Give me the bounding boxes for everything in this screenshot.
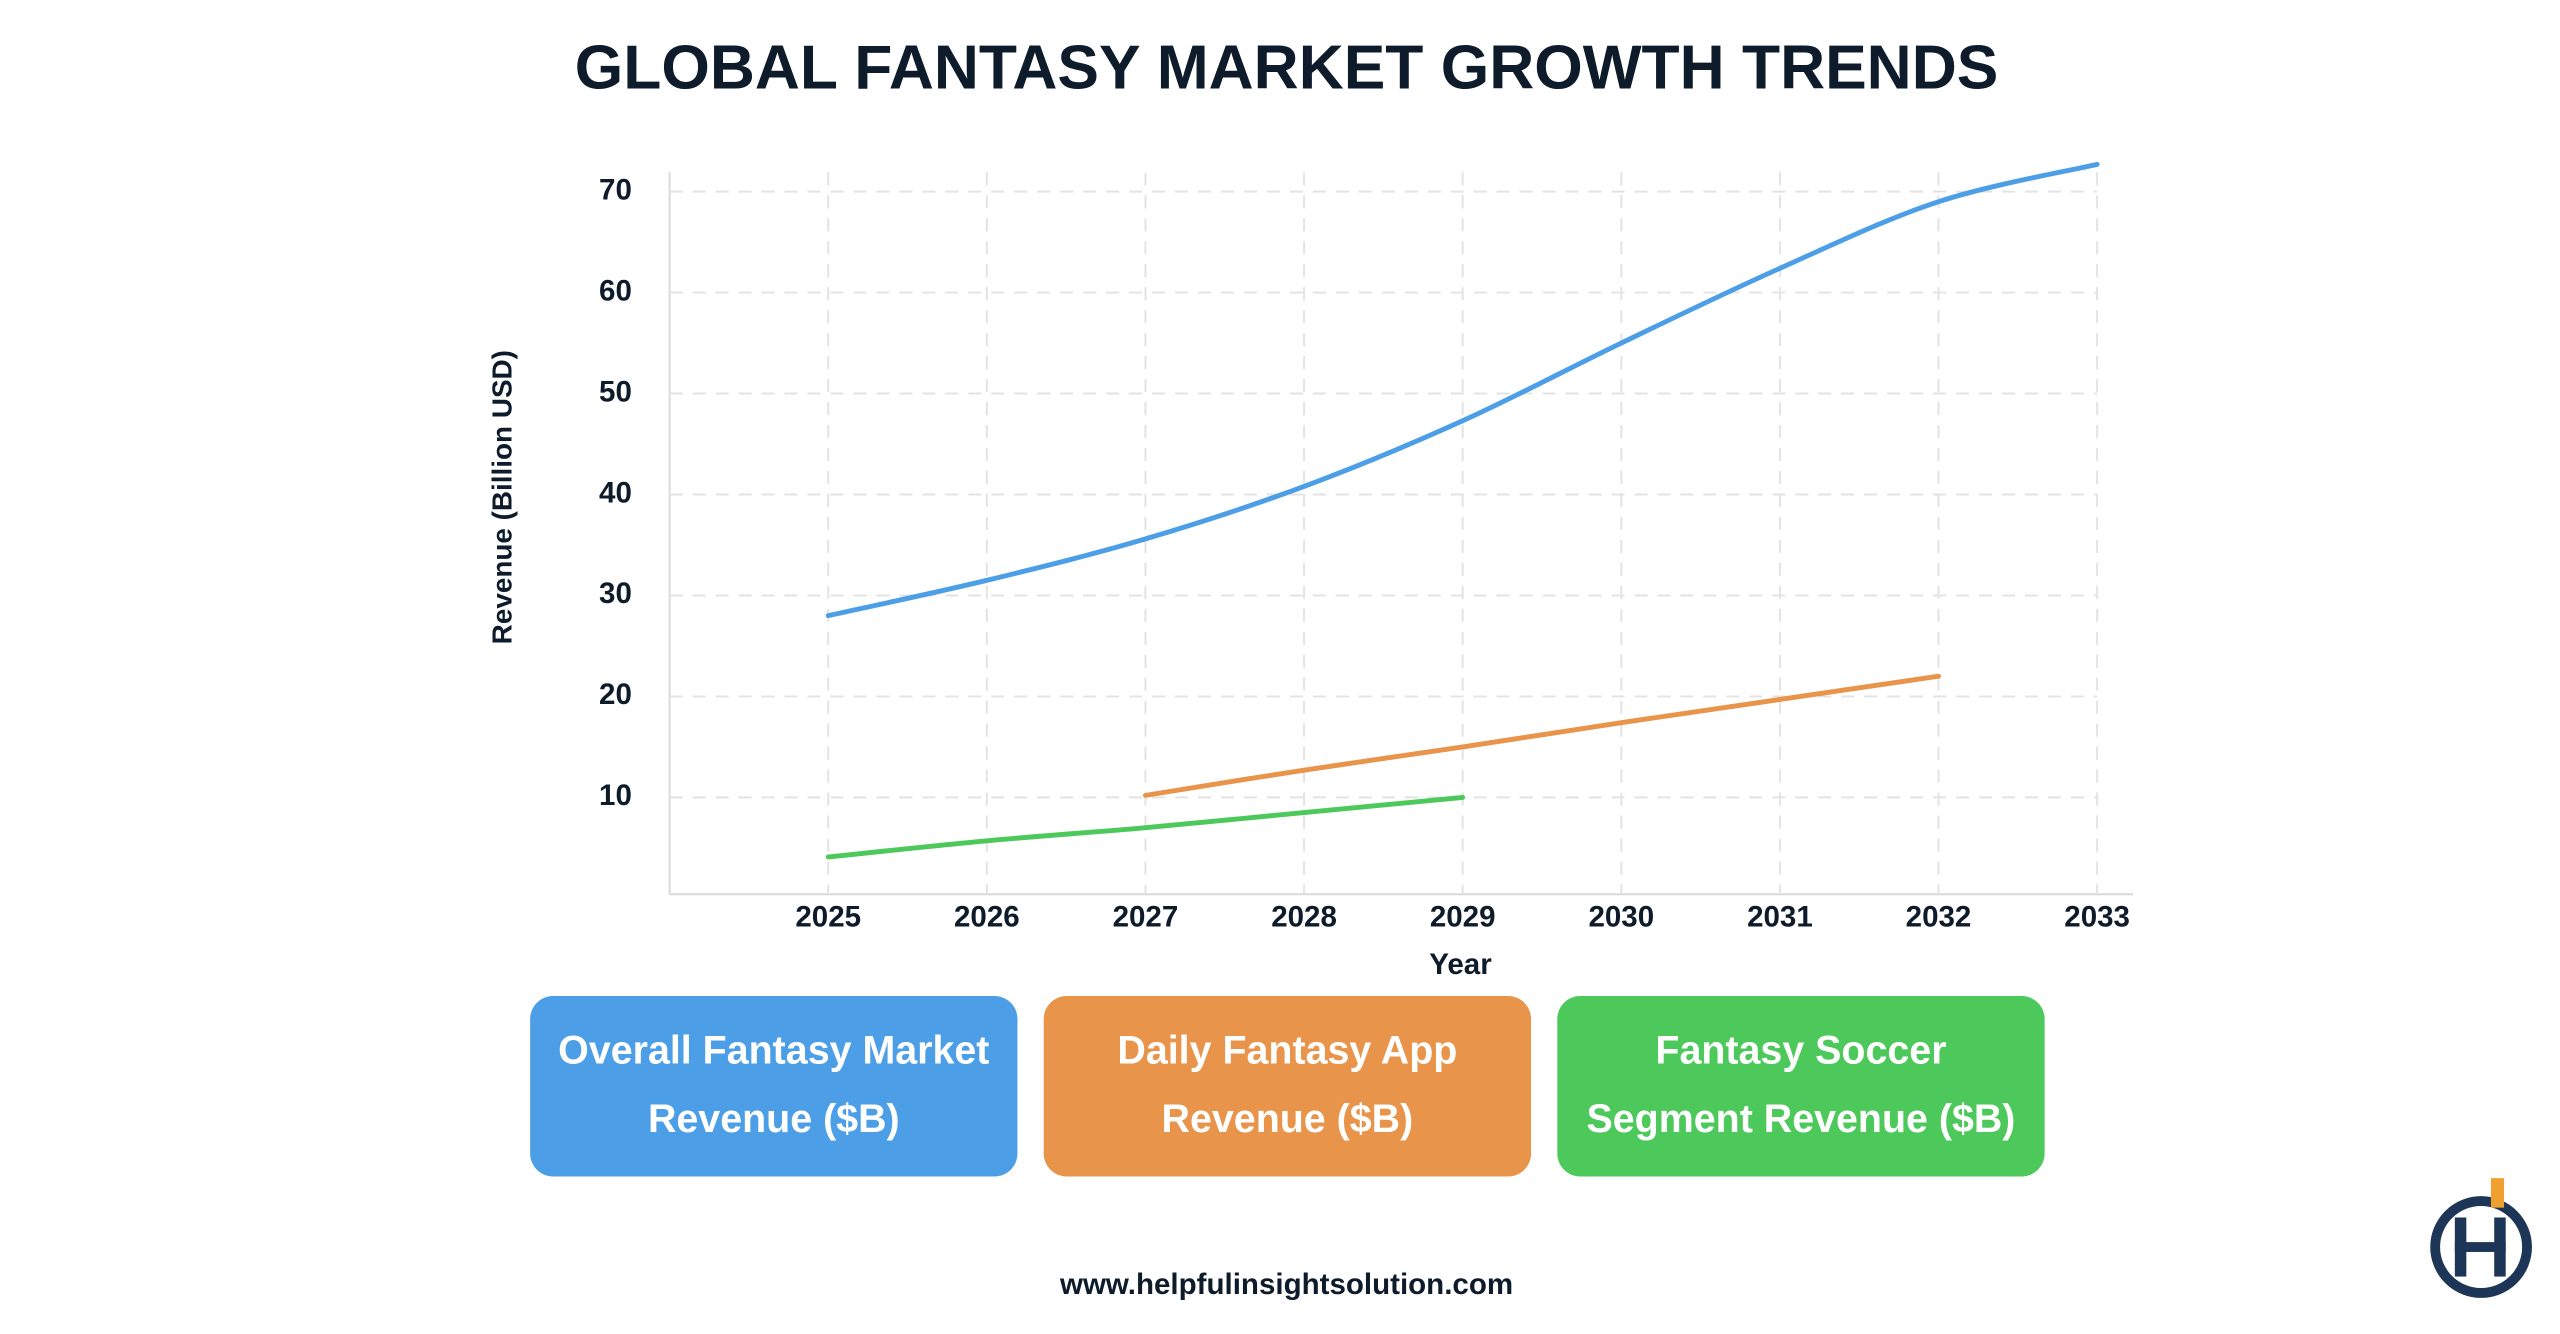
x-tick-label: 2027 (1113, 901, 1179, 934)
y-tick-label: 50 (599, 375, 632, 408)
series-line (825, 794, 1466, 860)
legend-label: Daily Fantasy App Revenue ($B) (1117, 1028, 1458, 1143)
x-tick-label: 2031 (1747, 901, 1813, 934)
x-tick-label: 2026 (954, 901, 1020, 934)
legend-entry: Fantasy Soccer Segment Revenue ($B) (1586, 1028, 2016, 1143)
series-line (825, 161, 2100, 619)
legend-box (1043, 995, 1532, 1177)
logo (2430, 1178, 2532, 1298)
x-axis-title: Year (1429, 948, 1492, 981)
x-tick-label: 2032 (1906, 901, 1972, 934)
y-axis-title: Revenue (Billion USD) (486, 350, 517, 644)
y-tick-label: 20 (599, 678, 632, 711)
legend-entry: Daily Fantasy App Revenue ($B) (1117, 1028, 1458, 1143)
x-tick-label: 2030 (1588, 901, 1654, 934)
y-tick-label: 30 (599, 577, 632, 610)
legend-box (1557, 995, 2045, 1177)
legend-label: Overall Fantasy Market Revenue ($B) (558, 1028, 990, 1143)
x-tick-label: 2033 (2064, 901, 2130, 934)
legend-label: Fantasy Soccer Segment Revenue ($B) (1586, 1028, 2016, 1143)
x-tick-label: 2028 (1271, 901, 1337, 934)
y-tick-label: 70 (599, 173, 632, 206)
x-tick-label: 2025 (795, 901, 861, 934)
y-tick-label: 10 (599, 779, 632, 812)
y-tick-label: 40 (599, 476, 632, 509)
chart-title: GLOBAL FANTASY MARKET GROWTH TRENDS (575, 34, 1999, 103)
legend-entry: Overall Fantasy Market Revenue ($B) (558, 1028, 990, 1143)
x-tick-label: 2029 (1430, 901, 1496, 934)
series-line (1142, 673, 1941, 798)
legend-box (530, 995, 1018, 1177)
y-tick-label: 60 (599, 274, 632, 307)
footer-url: www.helpfulinsightsolution.com (1059, 1268, 1513, 1301)
